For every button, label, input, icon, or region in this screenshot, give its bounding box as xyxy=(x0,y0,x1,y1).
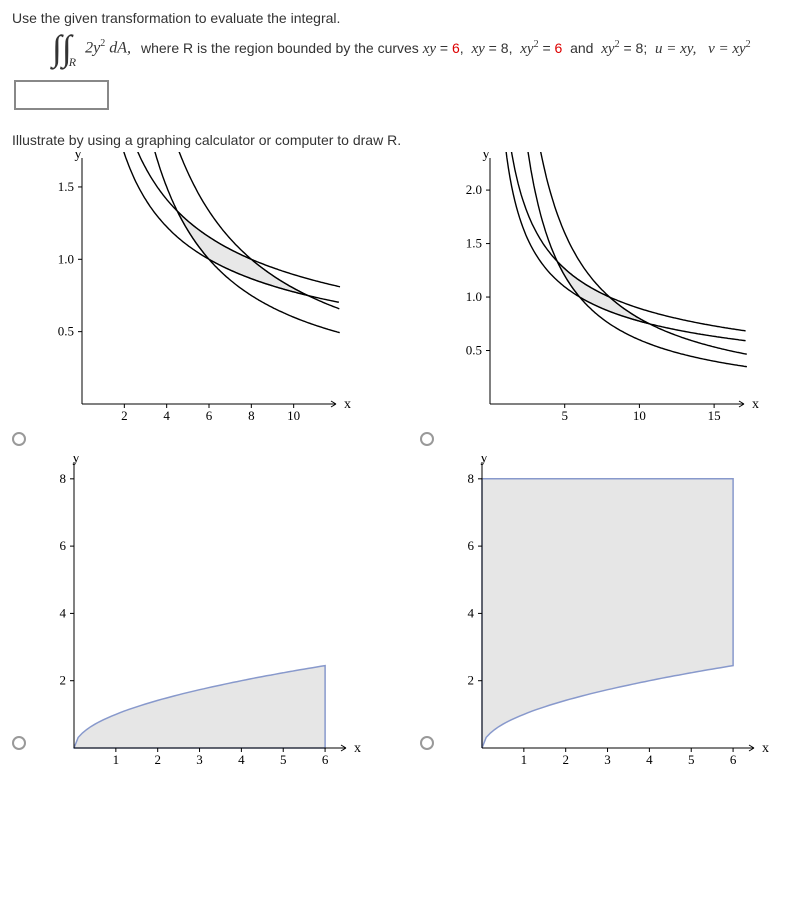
svg-text:5: 5 xyxy=(280,752,287,767)
integral-expression: ∫∫ R 2y2 dA, where R is the region bound… xyxy=(12,34,798,62)
svg-text:15: 15 xyxy=(708,408,721,423)
svg-text:8: 8 xyxy=(248,408,255,423)
option-radio[interactable] xyxy=(420,432,434,446)
option-radio[interactable] xyxy=(12,432,26,446)
svg-text:0.5: 0.5 xyxy=(58,324,74,339)
svg-text:4: 4 xyxy=(238,752,245,767)
chart-bottom-right: 1 2 3 4 5 6 2 4 6 8 x y xyxy=(442,456,772,776)
svg-text:6: 6 xyxy=(730,752,737,767)
svg-text:1: 1 xyxy=(521,752,528,767)
chart-option: 1 2 3 4 5 6 2 4 6 8 x y xyxy=(12,456,390,776)
svg-text:x: x xyxy=(344,397,351,412)
svg-text:6: 6 xyxy=(60,538,67,553)
svg-text:8: 8 xyxy=(60,471,67,486)
svg-text:y: y xyxy=(483,152,490,162)
svg-text:10: 10 xyxy=(633,408,646,423)
svg-text:x: x xyxy=(354,741,361,756)
svg-text:y: y xyxy=(73,456,80,466)
svg-text:1: 1 xyxy=(113,752,120,767)
chart-top-right: 5 10 15 0.5 1.0 1.5 2.0 x y xyxy=(442,152,762,432)
svg-text:1.5: 1.5 xyxy=(466,236,482,251)
svg-text:5: 5 xyxy=(561,408,568,423)
integral-region-sub: R xyxy=(69,55,76,70)
svg-text:1.5: 1.5 xyxy=(58,179,74,194)
svg-text:2: 2 xyxy=(468,673,475,688)
svg-text:3: 3 xyxy=(604,752,611,767)
svg-text:8: 8 xyxy=(468,471,475,486)
svg-text:4: 4 xyxy=(163,408,170,423)
answer-input[interactable] xyxy=(14,80,109,110)
svg-text:3: 3 xyxy=(196,752,203,767)
where-clause: where R is the region bounded by the cur… xyxy=(141,39,751,58)
integrand: 2y2 dA, xyxy=(85,38,131,57)
svg-text:5: 5 xyxy=(688,752,695,767)
svg-text:6: 6 xyxy=(322,752,329,767)
svg-text:2.0: 2.0 xyxy=(466,182,482,197)
chart-top-left: 2 4 6 8 10 0.5 1.0 1.5 x y xyxy=(34,152,354,432)
option-radio[interactable] xyxy=(420,736,434,750)
chart-option: 2 4 6 8 10 0.5 1.0 1.5 x y xyxy=(12,152,390,446)
question-prompt: Use the given transformation to evaluate… xyxy=(12,10,798,26)
svg-text:x: x xyxy=(762,741,769,756)
svg-text:y: y xyxy=(75,152,82,162)
svg-text:2: 2 xyxy=(121,408,128,423)
svg-text:1.0: 1.0 xyxy=(466,289,482,304)
option-radio[interactable] xyxy=(12,736,26,750)
svg-text:2: 2 xyxy=(562,752,569,767)
chart-option: 1 2 3 4 5 6 2 4 6 8 x y xyxy=(420,456,798,776)
svg-text:2: 2 xyxy=(60,673,67,688)
chart-option: 5 10 15 0.5 1.0 1.5 2.0 x y xyxy=(420,152,798,446)
svg-text:0.5: 0.5 xyxy=(466,343,482,358)
svg-text:1.0: 1.0 xyxy=(58,251,74,266)
svg-text:2: 2 xyxy=(154,752,161,767)
svg-text:6: 6 xyxy=(468,538,475,553)
svg-text:6: 6 xyxy=(206,408,213,423)
svg-text:y: y xyxy=(481,456,488,466)
chart-bottom-left: 1 2 3 4 5 6 2 4 6 8 x y xyxy=(34,456,364,776)
illustrate-prompt: Illustrate by using a graphing calculato… xyxy=(12,132,798,148)
svg-text:4: 4 xyxy=(60,605,67,620)
svg-text:10: 10 xyxy=(287,408,300,423)
svg-text:x: x xyxy=(752,397,759,412)
svg-text:4: 4 xyxy=(646,752,653,767)
chart-options-grid: 2468100.51.01.5xy 510150.51.01.52.0xy 12… xyxy=(12,152,798,776)
svg-text:4: 4 xyxy=(468,605,475,620)
